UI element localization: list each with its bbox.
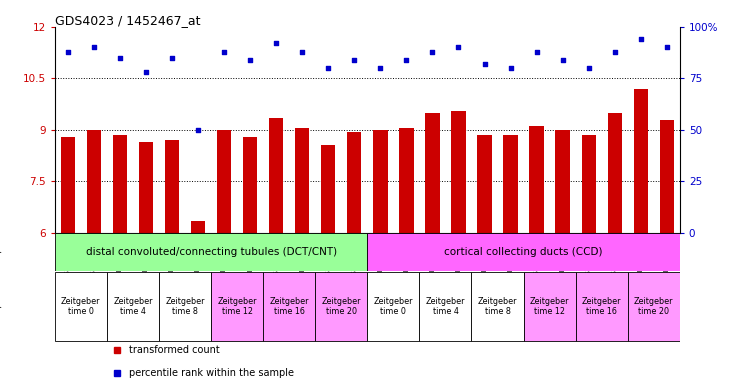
Bar xyxy=(425,113,439,233)
Bar xyxy=(347,132,361,233)
Bar xyxy=(504,135,518,233)
Bar xyxy=(374,130,387,233)
Bar xyxy=(217,130,231,233)
Bar xyxy=(243,137,257,233)
Bar xyxy=(556,130,569,233)
Bar xyxy=(211,272,263,341)
Bar xyxy=(107,272,159,341)
Bar xyxy=(523,272,575,341)
Bar xyxy=(582,135,596,233)
Text: cortical collecting ducts (CCD): cortical collecting ducts (CCD) xyxy=(444,247,603,257)
Text: Zeitgeber
time 8: Zeitgeber time 8 xyxy=(165,297,205,316)
Bar xyxy=(159,272,211,341)
Bar xyxy=(367,233,680,271)
Bar xyxy=(165,140,179,233)
Text: transformed count: transformed count xyxy=(129,345,219,355)
Point xyxy=(452,45,464,51)
Point xyxy=(583,65,594,71)
Point xyxy=(244,57,256,63)
Point xyxy=(114,55,126,61)
Point xyxy=(192,127,204,133)
Text: Zeitgeber
time 16: Zeitgeber time 16 xyxy=(270,297,309,316)
Point xyxy=(88,45,99,51)
Point xyxy=(635,36,647,42)
Bar xyxy=(55,233,367,271)
Bar xyxy=(575,272,628,341)
Text: tissue ►: tissue ► xyxy=(0,247,2,257)
Bar xyxy=(477,135,492,233)
Bar xyxy=(113,135,127,233)
Point xyxy=(609,48,621,55)
Point xyxy=(504,65,516,71)
Point xyxy=(349,57,360,63)
Text: Zeitgeber
time 16: Zeitgeber time 16 xyxy=(582,297,621,316)
Bar xyxy=(628,272,680,341)
Bar xyxy=(139,142,153,233)
Bar xyxy=(399,128,414,233)
Text: Zeitgeber
time 0: Zeitgeber time 0 xyxy=(61,297,101,316)
Bar xyxy=(315,272,367,341)
Text: distal convoluted/connecting tubules (DCT/CNT): distal convoluted/connecting tubules (DC… xyxy=(86,247,337,257)
Point xyxy=(401,57,412,63)
Text: Zeitgeber
time 20: Zeitgeber time 20 xyxy=(634,297,673,316)
Bar xyxy=(191,221,205,233)
Point xyxy=(661,45,673,51)
Text: time ►: time ► xyxy=(0,301,2,311)
Bar xyxy=(451,111,466,233)
Point xyxy=(374,65,386,71)
Bar xyxy=(321,146,336,233)
Text: percentile rank within the sample: percentile rank within the sample xyxy=(129,367,294,377)
Bar xyxy=(55,272,107,341)
Text: Zeitgeber
time 0: Zeitgeber time 0 xyxy=(374,297,413,316)
Bar xyxy=(634,89,648,233)
Point xyxy=(296,48,308,55)
Text: GDS4023 / 1452467_at: GDS4023 / 1452467_at xyxy=(55,14,200,27)
Bar xyxy=(61,137,75,233)
Point xyxy=(219,48,230,55)
Text: Zeitgeber
time 12: Zeitgeber time 12 xyxy=(530,297,569,316)
Point xyxy=(62,48,74,55)
Point xyxy=(479,61,491,67)
Bar xyxy=(471,272,523,341)
Bar xyxy=(529,126,544,233)
Text: Zeitgeber
time 4: Zeitgeber time 4 xyxy=(113,297,153,316)
Bar xyxy=(263,272,315,341)
Point xyxy=(427,48,439,55)
Bar xyxy=(295,128,309,233)
Bar xyxy=(269,118,284,233)
Point xyxy=(166,55,178,61)
Point xyxy=(322,65,334,71)
Bar xyxy=(659,120,674,233)
Text: Zeitgeber
time 20: Zeitgeber time 20 xyxy=(322,297,361,316)
Bar xyxy=(420,272,471,341)
Point xyxy=(557,57,569,63)
Point xyxy=(270,40,282,46)
Text: Zeitgeber
time 12: Zeitgeber time 12 xyxy=(217,297,257,316)
Point xyxy=(140,69,152,75)
Bar xyxy=(87,130,101,233)
Text: Zeitgeber
time 8: Zeitgeber time 8 xyxy=(478,297,518,316)
Bar xyxy=(367,272,420,341)
Point xyxy=(531,48,542,55)
Bar xyxy=(607,113,622,233)
Text: Zeitgeber
time 4: Zeitgeber time 4 xyxy=(425,297,465,316)
